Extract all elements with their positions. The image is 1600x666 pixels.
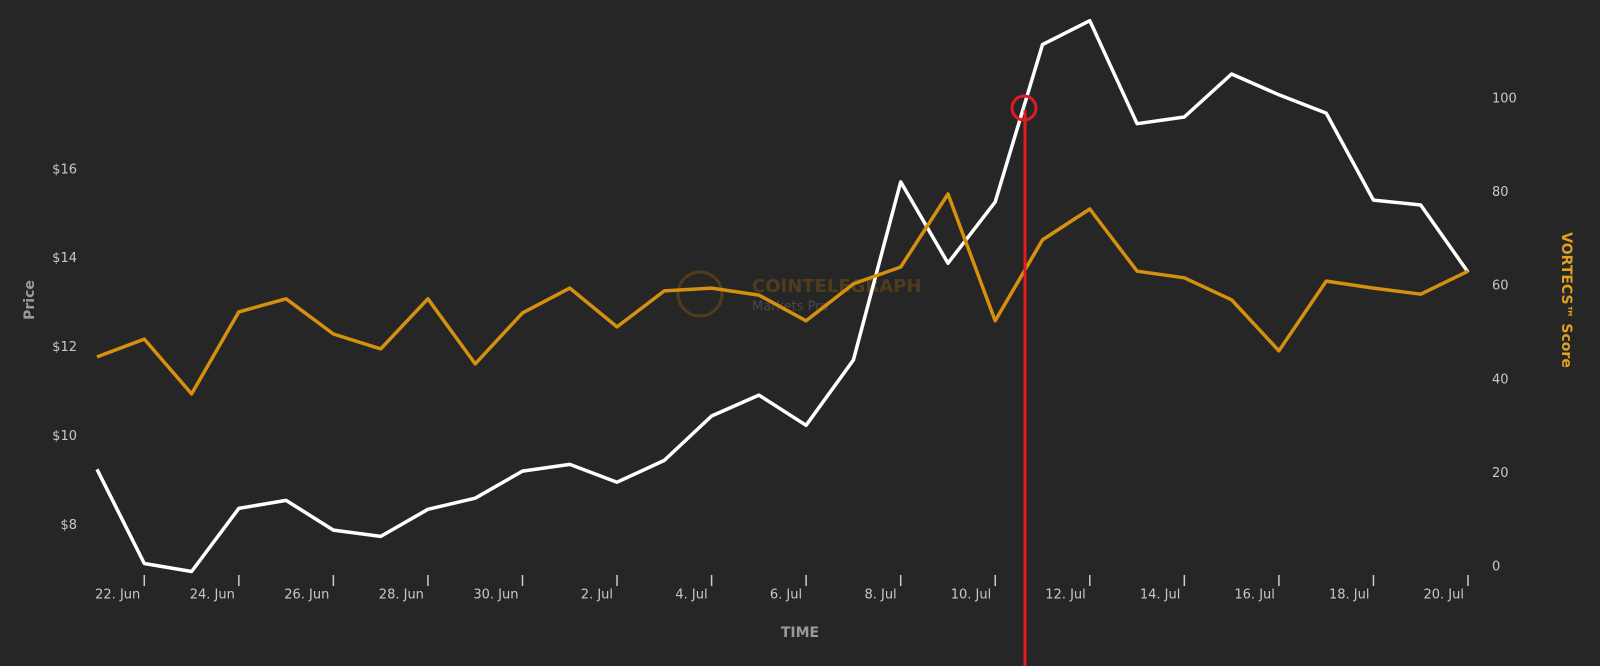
x-tick-label: 18. Jul (1329, 588, 1370, 603)
x-axis-title: TIME (781, 625, 819, 641)
x-tick-label: 26. Jun (284, 588, 329, 603)
series-line (96, 192, 1469, 396)
x-tick-label: 28. Jun (379, 588, 424, 603)
event-marker (1010, 94, 1038, 122)
x-tick-label: 12. Jul (1045, 588, 1086, 603)
series-line (95, 18, 1470, 574)
x-tick-label: 16. Jul (1234, 588, 1275, 603)
y2-tick-label: 60 (1492, 279, 1509, 294)
y-axis-title: Price (22, 280, 38, 320)
x-tick-label: 30. Jun (473, 588, 518, 603)
x-tick-label: 20. Jul (1424, 588, 1465, 603)
x-tick-label: 10. Jul (951, 588, 992, 603)
y2-axis-title: VORTECS™ Score (1558, 232, 1574, 368)
y2-tick-label: 100 (1492, 91, 1517, 106)
y-tick-label: $12 (52, 340, 77, 355)
x-tick-label: 22. Jun (95, 588, 140, 603)
x-tick-label: 14. Jul (1140, 588, 1181, 603)
x-tick-label: 6. Jul (770, 588, 802, 603)
x-tick-label: 2. Jul (581, 588, 613, 603)
watermark-logo (676, 270, 724, 318)
y-tick-label: $16 (52, 162, 77, 177)
x-tick-label: 4. Jul (675, 588, 707, 603)
watermark-title: COINTELEGRAPH (752, 276, 921, 297)
y-tick-label: $14 (52, 251, 77, 266)
y-tick-label: $10 (52, 429, 77, 444)
y2-tick-label: 0 (1492, 560, 1500, 575)
y-tick-label: $8 (60, 518, 77, 533)
y2-tick-label: 40 (1492, 372, 1509, 387)
y2-tick-label: 80 (1492, 185, 1509, 200)
y2-tick-label: 20 (1492, 466, 1509, 481)
x-tick-label: 8. Jul (864, 588, 896, 603)
x-tick-label: 24. Jun (190, 588, 235, 603)
